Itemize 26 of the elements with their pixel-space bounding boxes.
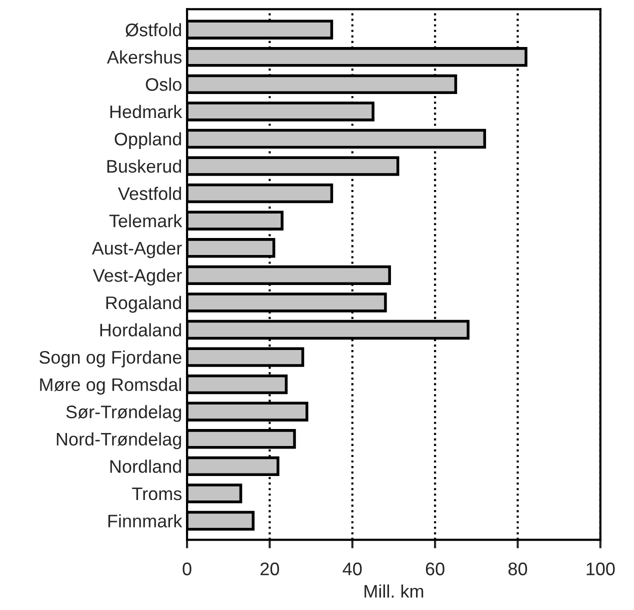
y-tick-label: Nord-Trøndelag <box>56 432 182 450</box>
y-tick-label: Hedmark <box>110 104 182 118</box>
x-tick-label: 100 <box>586 562 615 576</box>
y-tick-label: Buskerud <box>107 160 182 173</box>
y-tick-label: Oslo <box>146 78 182 91</box>
x-tick-label: 60 <box>426 562 444 576</box>
y-tick-label: Oppland <box>114 132 182 150</box>
y-tick-label: Akershus <box>106 50 182 64</box>
y-tick-label: Rogaland <box>106 296 182 313</box>
x-axis-title: Mill. km <box>364 584 424 598</box>
y-tick-label: Aust-Agder <box>92 241 182 258</box>
y-tick-label: Troms <box>132 488 182 500</box>
y-tick-label: Sør-Trøndelag <box>66 405 182 422</box>
y-tick-label: Vest-Agder <box>92 268 182 286</box>
y-tick-label: Møre og Romsdal <box>40 378 181 395</box>
x-tick-label: 80 <box>508 562 528 576</box>
y-tick-label: Nordland <box>110 460 182 473</box>
y-tick-label: Østfold <box>126 23 182 37</box>
y-tick-label: Hordaland <box>100 323 182 336</box>
y-tick-label: Sogn og Fjordane <box>39 350 182 368</box>
y-tick-label: Vestfold <box>118 186 182 200</box>
y-tick-label: Telemark <box>109 214 182 228</box>
x-tick-label: 0 <box>182 562 192 576</box>
x-tick-label: 40 <box>342 562 362 576</box>
x-tick-label: 20 <box>260 562 280 576</box>
y-tick-label: Finnmark <box>108 514 182 528</box>
